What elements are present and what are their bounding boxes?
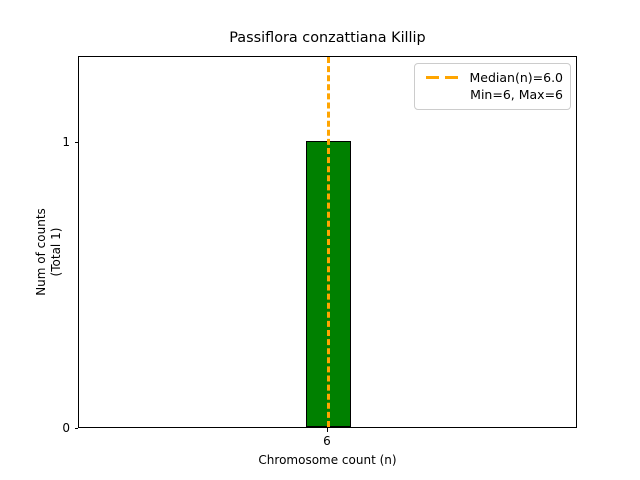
xtick-label-6: 6 bbox=[323, 434, 331, 448]
ytick-mark-1 bbox=[74, 141, 78, 143]
legend-label-median: Median(n)=6.0 bbox=[469, 70, 564, 85]
plot-inner bbox=[79, 57, 576, 427]
ytick-label-0: 0 bbox=[62, 421, 70, 435]
y-axis-label-line1: Num of counts bbox=[34, 208, 48, 296]
legend-label-minmax: Min=6, Max=6 bbox=[470, 87, 563, 102]
chart-title: Passiflora conzattiana Killip bbox=[229, 30, 426, 46]
legend: Median(n)=6.0 Min=6, Max=6 bbox=[414, 63, 571, 110]
legend-entry-median: Median(n)=6.0 bbox=[422, 69, 563, 86]
y-axis-label-line2: (Total 1) bbox=[49, 227, 63, 277]
ytick-label-1: 1 bbox=[62, 135, 70, 149]
median-line bbox=[327, 57, 330, 427]
ytick-mark-0 bbox=[74, 427, 78, 429]
plot-area bbox=[78, 56, 577, 428]
x-axis-label: Chromosome count (n) bbox=[258, 453, 397, 467]
xtick-mark-6 bbox=[326, 428, 328, 432]
y-axis-label: Num of counts (Total 1) bbox=[29, 66, 69, 438]
legend-entry-minmax: Min=6, Max=6 bbox=[422, 86, 563, 103]
legend-dash-icon bbox=[425, 73, 461, 83]
